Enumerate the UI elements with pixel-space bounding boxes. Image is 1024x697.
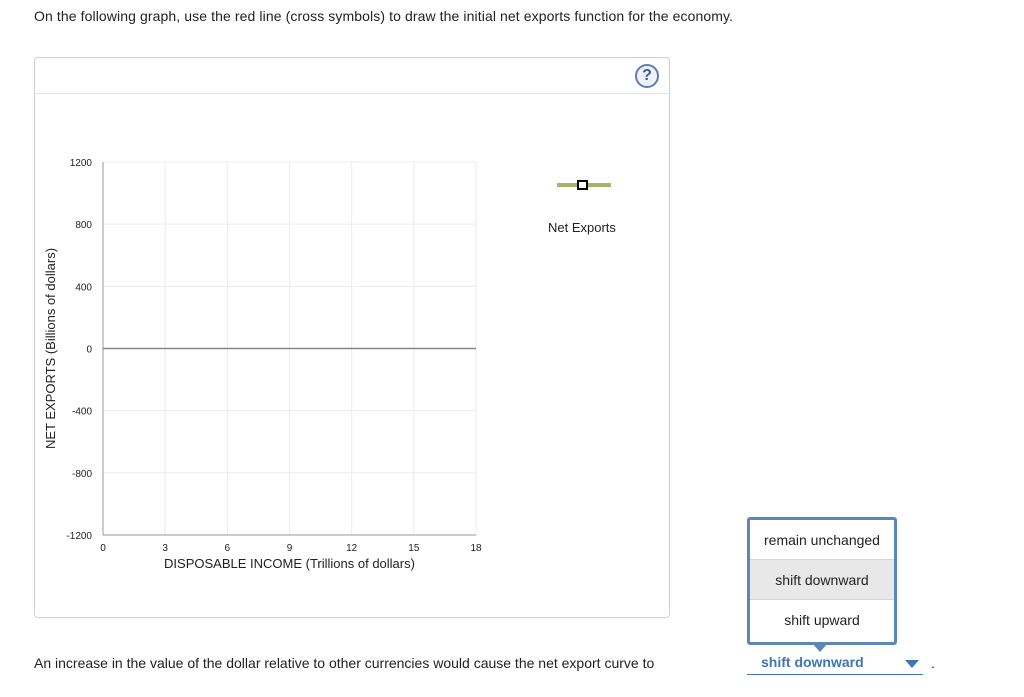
y-tick-label: 800 xyxy=(75,220,92,231)
help-icon[interactable]: ? xyxy=(635,64,659,88)
chevron-down-icon xyxy=(905,660,919,668)
x-tick-label: 15 xyxy=(408,543,420,554)
answer-select-value: shift downward xyxy=(761,654,864,670)
y-tick-label: 1200 xyxy=(70,158,93,169)
y-tick-label: -800 xyxy=(72,469,92,480)
x-tick-label: 0 xyxy=(100,543,106,554)
x-tick-label: 3 xyxy=(162,543,168,554)
x-axis-title: DISPOSABLE INCOME (Trillions of dollars) xyxy=(164,556,415,571)
x-tick-label: 9 xyxy=(287,543,293,554)
y-axis-title: NET EXPORTS (Billions of dollars) xyxy=(43,248,58,449)
answer-select[interactable]: shift downward xyxy=(747,653,923,675)
dropdown-pointer-icon xyxy=(812,643,828,652)
dropdown-option-shift-upward[interactable]: shift upward xyxy=(784,612,860,628)
x-tick-label: 12 xyxy=(346,543,358,554)
x-tick-label: 18 xyxy=(470,543,482,554)
dropdown-option-shift-downward[interactable]: shift downward xyxy=(750,560,894,600)
dropdown-option-remain-unchanged[interactable]: remain unchanged xyxy=(750,520,894,560)
dropdown-options-list[interactable]: remain unchanged shift downward shift up… xyxy=(747,517,897,645)
y-tick-label: -1200 xyxy=(66,531,92,542)
legend-label-net-exports: Net Exports xyxy=(548,220,616,235)
instruction-text: On the following graph, use the red line… xyxy=(34,8,734,24)
question-period: . xyxy=(931,655,935,671)
graph-panel-header: ? xyxy=(35,58,669,94)
y-tick-label: 0 xyxy=(86,345,92,356)
y-tick-label: 400 xyxy=(75,282,92,293)
x-tick-label: 6 xyxy=(225,543,231,554)
chart-labels: 0 3 6 9 12 15 18 1200 800 400 0 -400 -800 -1200 DISPOS… xyxy=(43,158,482,571)
chart-legend[interactable] xyxy=(557,180,611,190)
y-tick-label: -400 xyxy=(72,407,92,418)
question-text: An increase in the value of the dollar r… xyxy=(34,655,655,671)
legend-marker-icon[interactable] xyxy=(577,180,588,190)
